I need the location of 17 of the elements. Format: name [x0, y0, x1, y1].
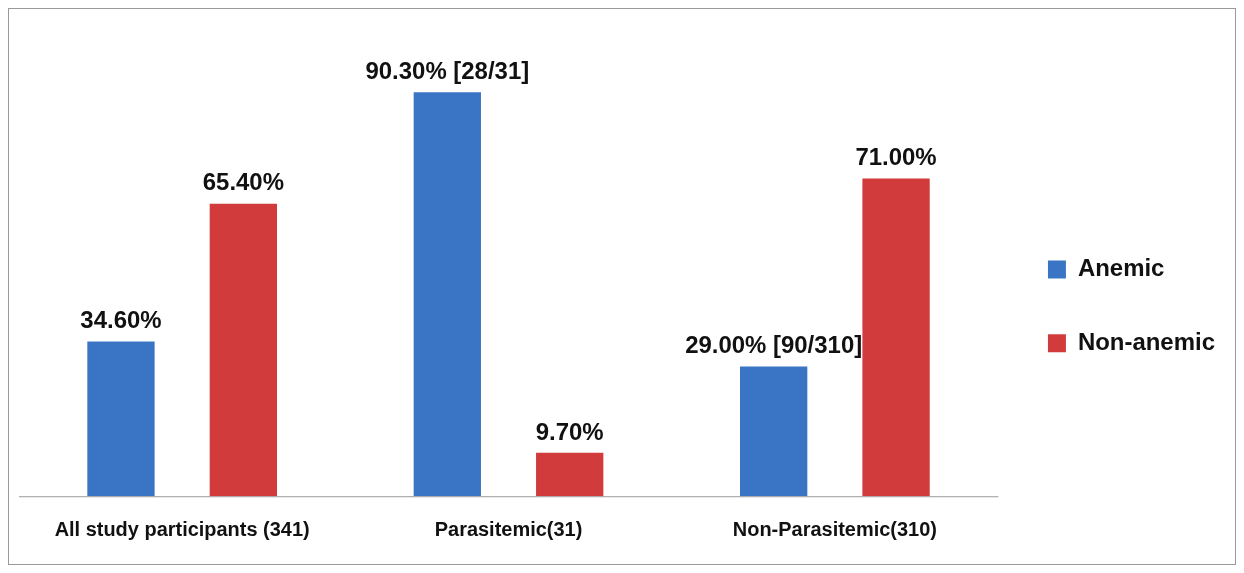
data-label: 90.30% [28/31] [365, 56, 530, 84]
bar [740, 366, 808, 497]
bar [209, 203, 277, 497]
bar [536, 452, 604, 497]
x-tick-label: Parasitemic(31) [434, 517, 583, 540]
data-label: 71.00% [855, 143, 937, 171]
x-tick-label: Non-Parasitemic(310) [732, 517, 937, 540]
bar [413, 92, 481, 497]
data-label: 9.70% [535, 417, 604, 445]
legend-label: Non-anemic [1077, 327, 1215, 355]
legend-label: Anemic [1077, 254, 1165, 282]
data-label: 65.40% [202, 168, 284, 196]
data-label: 29.00% [90/310] [685, 331, 863, 359]
x-tick-label: All study participants (341) [54, 517, 310, 540]
bar [862, 178, 930, 497]
data-label: 34.60% [80, 306, 162, 334]
bar [87, 341, 155, 497]
